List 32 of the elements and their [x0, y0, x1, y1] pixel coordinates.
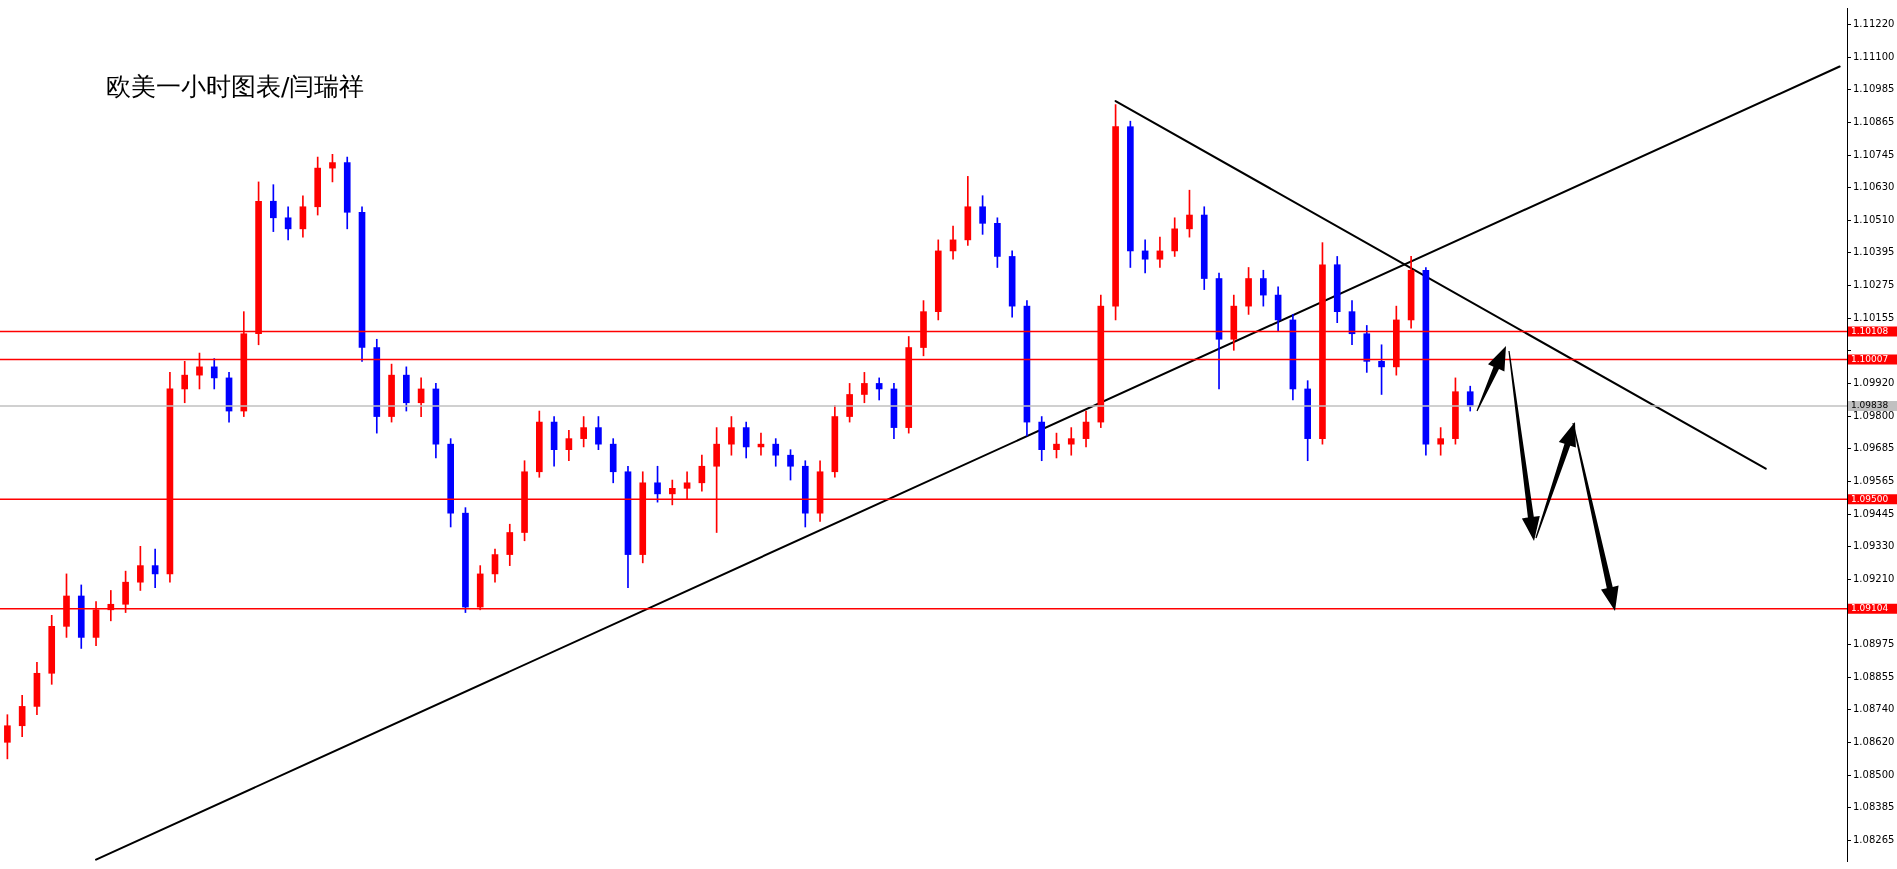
y-tick-label: 1.10745 — [1853, 149, 1895, 161]
y-tick-label: 1.10155 — [1853, 312, 1895, 324]
y-tick-label: 1.08620 — [1853, 735, 1895, 747]
ref-line-label: 1.09104 — [1851, 603, 1889, 614]
y-tick-label: 1.11220 — [1853, 18, 1895, 30]
y-tick-label: 1.10985 — [1853, 83, 1895, 95]
y-tick-label: 1.09565 — [1853, 475, 1895, 487]
y-tick-label: 1.10510 — [1853, 214, 1895, 226]
y-tick-label: 1.11100 — [1853, 51, 1895, 63]
y-tick-label: 1.08265 — [1853, 833, 1895, 845]
y-tick-label: 1.08500 — [1853, 769, 1895, 781]
y-tick-label: 1.09800 — [1853, 410, 1895, 422]
y-tick-label: 1.09210 — [1853, 573, 1895, 585]
ref-line-label: 1.09500 — [1851, 493, 1889, 504]
y-tick-label: 1.10275 — [1853, 279, 1895, 291]
y-tick-label: 1.08975 — [1853, 637, 1895, 649]
y-tick-label: 1.09920 — [1853, 377, 1895, 389]
y-tick-label: 1.08740 — [1853, 702, 1895, 714]
y-tick-label: 1.10395 — [1853, 245, 1895, 257]
y-tick-label: 1.08855 — [1853, 671, 1895, 683]
ref-line-label: 1.10007 — [1851, 353, 1889, 364]
y-tick-label: 1.09445 — [1853, 508, 1895, 520]
ref-line-label: 1.09838 — [1851, 400, 1889, 411]
candlestick — [151, 548, 159, 589]
y-tick-label: 1.10865 — [1853, 116, 1895, 128]
y-tick-label: 1.09330 — [1853, 539, 1895, 551]
candlestick — [1067, 427, 1075, 456]
y-tick-label: 1.10630 — [1853, 181, 1895, 193]
y-tick-label: 1.09685 — [1853, 441, 1895, 453]
text: 欧美一小时图表/闫瑞祥 — [106, 71, 365, 103]
ref-line-label: 1.10108 — [1851, 325, 1889, 336]
y-tick-label: 1.08385 — [1853, 800, 1895, 812]
